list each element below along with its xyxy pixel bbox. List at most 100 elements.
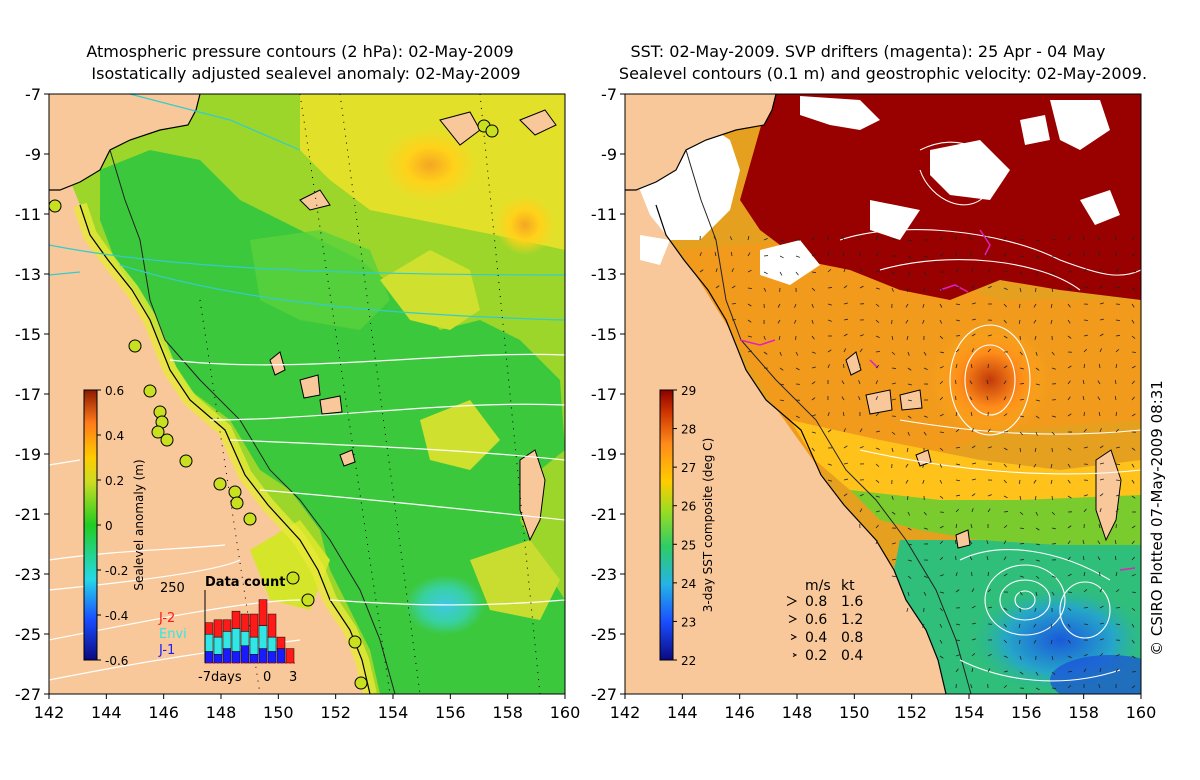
data-count-bars — [204, 599, 295, 664]
velocity-arrow — [1099, 638, 1104, 641]
velocity-arrow — [1051, 655, 1054, 660]
velocity-arrow — [1003, 413, 1008, 417]
velocity-arrow — [1115, 411, 1118, 417]
velocity-arrow — [811, 381, 816, 385]
colorbar-tick-label: 22 — [681, 654, 696, 668]
lat-label: -13 — [15, 265, 41, 284]
velocity-arrow — [986, 396, 989, 401]
velocity-arrow — [969, 396, 973, 401]
lat-label: -17 — [591, 385, 617, 404]
velocity-arrow — [811, 397, 816, 401]
velocity-arrow — [987, 668, 991, 673]
velocity-arrow — [1067, 253, 1072, 257]
count-bar-j1 — [249, 654, 259, 664]
colorbar-tick-label: 0.6 — [105, 384, 124, 398]
velocity-arrow — [954, 235, 957, 241]
velocity-arrow — [1098, 412, 1101, 417]
velocity-arrow — [875, 287, 880, 290]
velocity-arrow — [987, 571, 990, 577]
velocity-arrow — [858, 380, 861, 385]
velocity-arrow — [1019, 447, 1022, 453]
velocity-arrow — [859, 493, 864, 497]
velocity-arrow — [1035, 671, 1039, 676]
velocity-arrow — [843, 302, 848, 305]
velocity-arrow — [907, 415, 912, 419]
velocity-arrow — [778, 335, 781, 340]
velocity-arrow — [987, 653, 992, 657]
velocity-arrow — [1003, 365, 1008, 369]
velocity-arrow — [1003, 463, 1007, 468]
count-bar-j2 — [258, 599, 268, 626]
velocity-arrow — [891, 382, 896, 385]
velocity-arrow — [891, 398, 896, 401]
velocity-arrow — [969, 556, 973, 561]
velocity-arrow — [971, 652, 976, 657]
velocity-arrow — [1050, 463, 1053, 468]
velocity-arrow — [1051, 671, 1056, 675]
velocity-arrow — [922, 463, 925, 468]
lat-label: -7 — [601, 85, 617, 104]
count-bar-j1 — [276, 648, 286, 664]
velocity-arrow — [970, 412, 973, 417]
velocity-arrow — [939, 287, 944, 291]
velocity-arrow — [1018, 303, 1021, 309]
right-warm-core — [930, 325, 1050, 435]
velocity-arrow — [1131, 607, 1136, 612]
velocity-arrow — [939, 623, 943, 628]
velocity-arrow — [1019, 639, 1021, 645]
velocity-arrow — [1019, 383, 1025, 385]
velocity-arrow — [1067, 639, 1071, 644]
velocity-arrow — [955, 286, 960, 289]
velocity-arrow — [939, 253, 944, 257]
velocity-arrow — [987, 334, 992, 337]
velocity-arrow — [777, 319, 781, 324]
left-colorbar-label: Sealevel anomaly (m) — [132, 459, 146, 590]
velocity-arrow — [875, 303, 880, 307]
velocity-arrow — [970, 684, 973, 689]
left-orange-high-2 — [495, 195, 555, 255]
lon-label: 154 — [378, 703, 409, 722]
velocity-arrow — [1131, 525, 1136, 529]
velocity-arrow — [971, 478, 976, 481]
velocity-arrow — [1003, 396, 1007, 401]
velocity-arrow — [843, 462, 848, 465]
right-sealevel-contours — [839, 141, 1141, 682]
velocity-arrow — [1114, 396, 1117, 401]
velocity-arrow — [1099, 285, 1104, 289]
velocity-arrow — [859, 268, 863, 273]
velocity-arrow — [1051, 495, 1054, 501]
velocity-arrow — [1003, 556, 1007, 561]
velocity-arrow — [1035, 543, 1040, 546]
lon-label: 150 — [263, 703, 294, 722]
velocity-arrow — [1083, 589, 1088, 593]
velocity-arrow — [923, 351, 927, 356]
velocity-legend-arrow — [786, 596, 798, 606]
velocity-arrow — [1099, 348, 1103, 353]
velocity-arrow — [1083, 334, 1088, 337]
right-latitude-labels: -7 -9 -11 -13 -15 -17 -19 -21 -23 -25 -27 — [591, 85, 625, 704]
velocity-arrow — [1019, 398, 1025, 401]
count-bar-envi — [204, 633, 214, 652]
velocity-legend-header-ms: m/s — [805, 578, 831, 594]
velocity-arrow — [875, 364, 880, 369]
credit-text: © CSIRO Plotted 07-May-2009 08:31 — [1148, 380, 1166, 656]
velocity-arrow — [1083, 606, 1089, 609]
velocity-arrow — [1131, 479, 1135, 484]
velocity-arrow — [987, 494, 992, 497]
velocity-arrow — [971, 285, 976, 289]
velocity-arrow — [1099, 605, 1104, 609]
velocity-arrow — [907, 543, 912, 546]
velocity-legend-kt: 1.2 — [841, 612, 863, 628]
velocity-arrow — [955, 654, 960, 657]
velocity-arrow — [1099, 268, 1102, 273]
velocity-arrow — [841, 396, 845, 401]
velocity-arrow — [841, 236, 845, 241]
count-bar-envi — [222, 631, 232, 649]
lat-label: -21 — [591, 505, 617, 524]
velocity-arrow — [971, 605, 976, 609]
velocity-arrow — [875, 447, 880, 450]
velocity-arrow — [859, 285, 864, 289]
velocity-arrow — [955, 412, 958, 417]
left-latitude-labels: -7 -9 -11 -13 -15 -17 -19 -21 -23 -25 -27 — [15, 85, 49, 704]
